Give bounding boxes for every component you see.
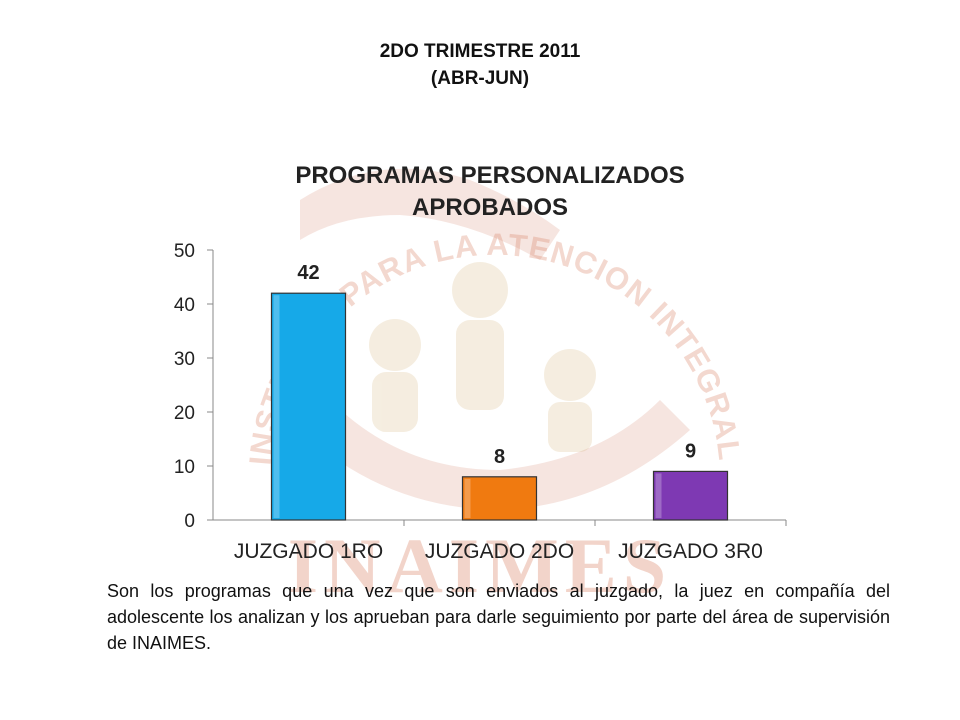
chart-title: PROGRAMAS PERSONALIZADOS APROBADOS bbox=[190, 160, 790, 224]
y-tick-label: 20 bbox=[174, 403, 195, 424]
y-tick-label: 10 bbox=[174, 457, 195, 478]
y-tick-label: 30 bbox=[174, 349, 195, 370]
y-tick-label: 40 bbox=[174, 295, 195, 316]
bar bbox=[270, 292, 347, 521]
data-label: 8 bbox=[494, 446, 505, 468]
bar-highlight bbox=[655, 473, 662, 518]
data-label: 42 bbox=[297, 262, 319, 284]
slide-header: 2DO TRIMESTRE 2011 (ABR-JUN) bbox=[0, 38, 960, 92]
y-tick-label: 50 bbox=[174, 241, 195, 262]
header-line-2: (ABR-JUN) bbox=[430, 68, 530, 89]
bar-highlight bbox=[464, 478, 471, 518]
x-tick-label: JUZGADO 3R0 bbox=[618, 540, 763, 563]
chart-caption: Son los programas que una vez que son en… bbox=[107, 581, 890, 653]
x-tick-label: JUZGADO 1RO bbox=[234, 540, 383, 563]
x-tick-label: JUZGADO 2DO bbox=[425, 540, 574, 563]
chart-title-line-1: PROGRAMAS PERSONALIZADOS bbox=[295, 162, 685, 189]
header-line-1: 2DO TRIMESTRE 2011 bbox=[379, 41, 581, 62]
bar bbox=[652, 470, 729, 521]
y-tick-label: 0 bbox=[184, 511, 195, 532]
data-label: 9 bbox=[685, 440, 696, 462]
chart-title-line-2: APROBADOS bbox=[411, 194, 568, 221]
bar bbox=[461, 476, 538, 521]
bar-highlight bbox=[273, 295, 280, 518]
